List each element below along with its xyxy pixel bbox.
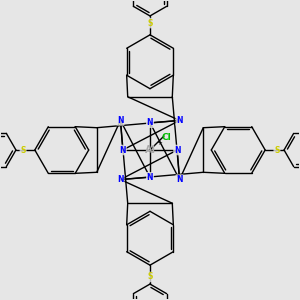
Text: Cl: Cl <box>161 133 171 142</box>
Text: S: S <box>274 146 280 154</box>
Text: +: + <box>156 140 162 146</box>
Text: N: N <box>176 116 183 125</box>
Text: N: N <box>147 118 153 127</box>
Text: S: S <box>147 272 153 281</box>
Text: N: N <box>147 173 153 182</box>
Text: N: N <box>174 146 181 154</box>
Text: N: N <box>117 175 124 184</box>
Text: Al: Al <box>145 145 155 155</box>
Text: S: S <box>147 19 153 28</box>
Text: N: N <box>176 175 183 184</box>
Text: N: N <box>119 146 126 154</box>
Text: N: N <box>117 116 124 125</box>
Text: S: S <box>20 146 26 154</box>
